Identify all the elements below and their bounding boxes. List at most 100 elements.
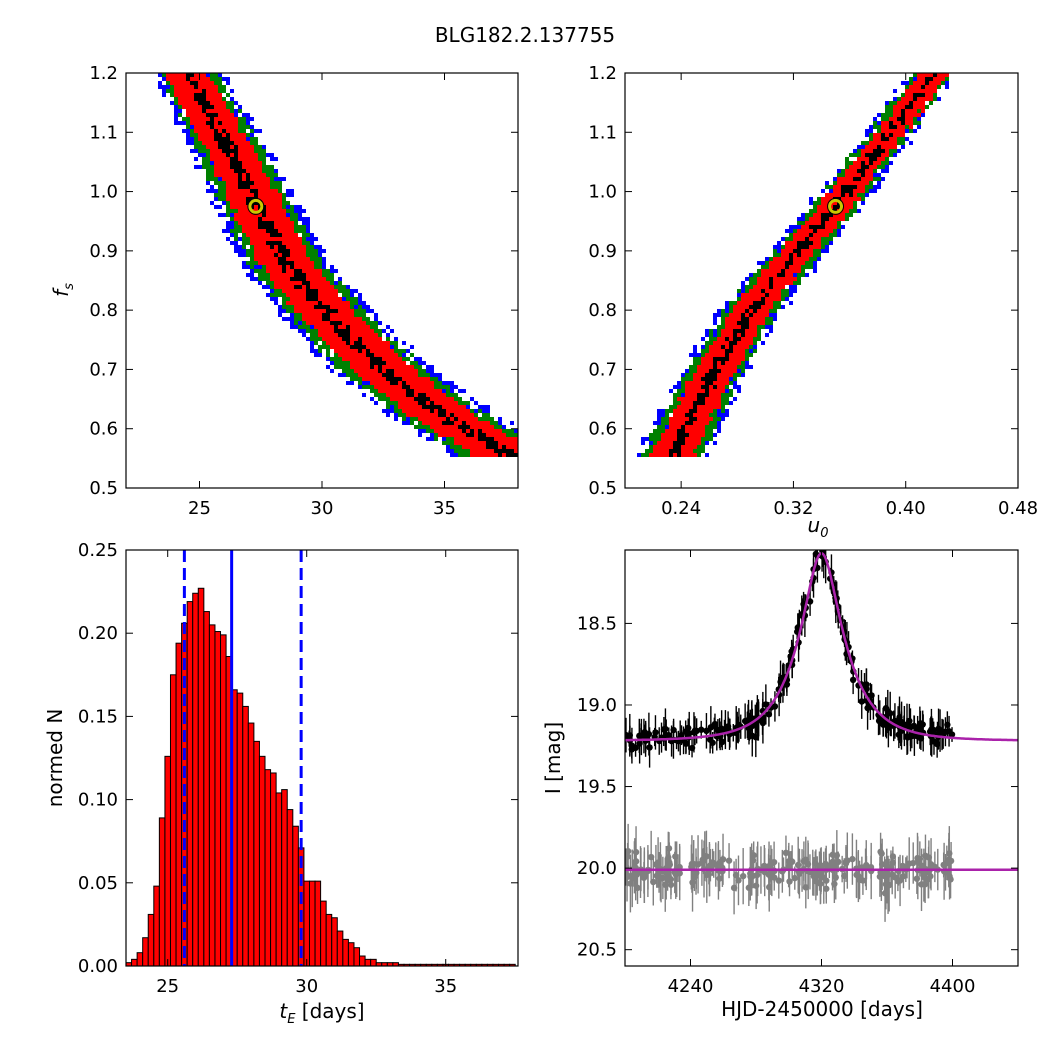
density-cell-2sigma <box>402 409 406 413</box>
density-cell-4sigma <box>825 249 829 253</box>
density-cell-2sigma <box>322 293 326 297</box>
density-cell-2sigma <box>897 113 901 117</box>
data-point-residual <box>725 857 733 864</box>
density-cell-2sigma <box>717 337 721 341</box>
density-cell-4sigma <box>765 333 769 337</box>
density-cell-2sigma <box>266 201 270 205</box>
density-cell-4sigma <box>897 149 901 153</box>
density-cell-2sigma <box>246 225 250 229</box>
density-cell-2sigma <box>466 437 470 441</box>
density-cell-2sigma <box>254 169 258 173</box>
density-cell-3sigma <box>374 329 378 333</box>
density-cell-2sigma <box>665 433 669 437</box>
density-cell-2sigma <box>234 117 238 121</box>
density-cell-2sigma <box>893 121 897 125</box>
density-cell-2sigma <box>270 237 274 241</box>
density-cell-1sigma <box>342 337 346 341</box>
density-cell-2sigma <box>242 197 246 201</box>
density-cell-2sigma <box>306 277 310 281</box>
density-cell-2sigma <box>226 113 230 117</box>
density-cell-3sigma <box>410 417 414 421</box>
density-cell-1sigma <box>226 141 230 145</box>
density-cell-3sigma <box>326 277 330 281</box>
density-cell-4sigma <box>689 353 693 357</box>
density-cell-1sigma <box>354 341 358 345</box>
density-cell-4sigma <box>865 193 869 197</box>
density-cell-2sigma <box>286 241 290 245</box>
density-cell-1sigma <box>470 429 474 433</box>
density-cell-2sigma <box>258 193 262 197</box>
density-cell-2sigma <box>757 297 761 301</box>
density-cell-2sigma <box>246 145 250 149</box>
density-cell-2sigma <box>182 81 186 85</box>
density-cell-2sigma <box>789 269 793 273</box>
density-cell-2sigma <box>230 197 234 201</box>
density-cell-2sigma <box>254 165 258 169</box>
density-cell-1sigma <box>697 401 701 405</box>
density-cell-2sigma <box>310 285 314 289</box>
density-cell-2sigma <box>350 317 354 321</box>
density-cell-2sigma <box>697 385 701 389</box>
density-cell-2sigma <box>294 305 298 309</box>
density-cell-3sigma <box>334 361 338 365</box>
density-cell-2sigma <box>322 333 326 337</box>
density-cell-2sigma <box>250 193 254 197</box>
density-cell-3sigma <box>909 81 913 85</box>
density-cell-4sigma <box>402 421 406 425</box>
density-cell-4sigma <box>270 157 274 161</box>
density-cell-4sigma <box>274 157 278 161</box>
density-cell-2sigma <box>362 369 366 373</box>
density-cell-3sigma <box>218 89 222 93</box>
density-cell-4sigma <box>230 221 234 225</box>
density-cell-2sigma <box>366 361 370 365</box>
density-cell-2sigma <box>250 153 254 157</box>
density-cell-1sigma <box>745 321 749 325</box>
density-cell-2sigma <box>214 97 218 101</box>
density-cell-2sigma <box>933 81 937 85</box>
density-cell-2sigma <box>290 253 294 257</box>
density-cell-3sigma <box>510 433 514 437</box>
density-cell-3sigma <box>709 429 713 433</box>
density-cell-3sigma <box>222 85 226 89</box>
density-cell-3sigma <box>418 369 422 373</box>
density-cell-3sigma <box>721 397 725 401</box>
density-cell-2sigma <box>234 213 238 217</box>
density-cell-2sigma <box>677 425 681 429</box>
density-cell-2sigma <box>685 425 689 429</box>
density-cell-4sigma <box>438 373 442 377</box>
density-cell-2sigma <box>310 261 314 265</box>
density-cell-2sigma <box>262 189 266 193</box>
density-cell-2sigma <box>781 277 785 281</box>
density-cell-4sigma <box>713 441 717 445</box>
density-cell-4sigma <box>310 233 314 237</box>
density-cell-1sigma <box>462 429 466 433</box>
density-cell-2sigma <box>290 249 294 253</box>
density-cell-2sigma <box>230 169 234 173</box>
density-cell-1sigma <box>725 357 729 361</box>
density-cell-2sigma <box>254 177 258 181</box>
density-cell-2sigma <box>214 89 218 93</box>
density-cell-3sigma <box>322 345 326 349</box>
panel-fs-vs-u0: 0.24 0.32 0.40 0.480.50.60.70.80.91.01.11.2… <box>588 63 1038 541</box>
density-cell-2sigma <box>310 309 314 313</box>
density-cell-3sigma <box>677 401 681 405</box>
density-cell-2sigma <box>350 365 354 369</box>
density-cell-4sigma <box>306 229 310 233</box>
data-point-residual <box>841 872 848 880</box>
density-cell-2sigma <box>853 189 857 193</box>
density-cell-3sigma <box>769 257 773 261</box>
density-cell-2sigma <box>458 405 462 409</box>
density-cell-2sigma <box>745 337 749 341</box>
density-cell-2sigma <box>729 353 733 357</box>
density-cell-2sigma <box>709 417 713 421</box>
density-cell-2sigma <box>817 221 821 225</box>
density-cell-2sigma <box>194 77 198 81</box>
density-cell-3sigma <box>294 321 298 325</box>
density-cell-2sigma <box>310 269 314 273</box>
density-cell-2sigma <box>262 197 266 201</box>
density-cell-2sigma <box>805 225 809 229</box>
density-cell-1sigma <box>713 357 717 361</box>
density-cell-3sigma <box>705 341 709 345</box>
density-cell-3sigma <box>853 201 857 205</box>
density-cell-3sigma <box>434 385 438 389</box>
